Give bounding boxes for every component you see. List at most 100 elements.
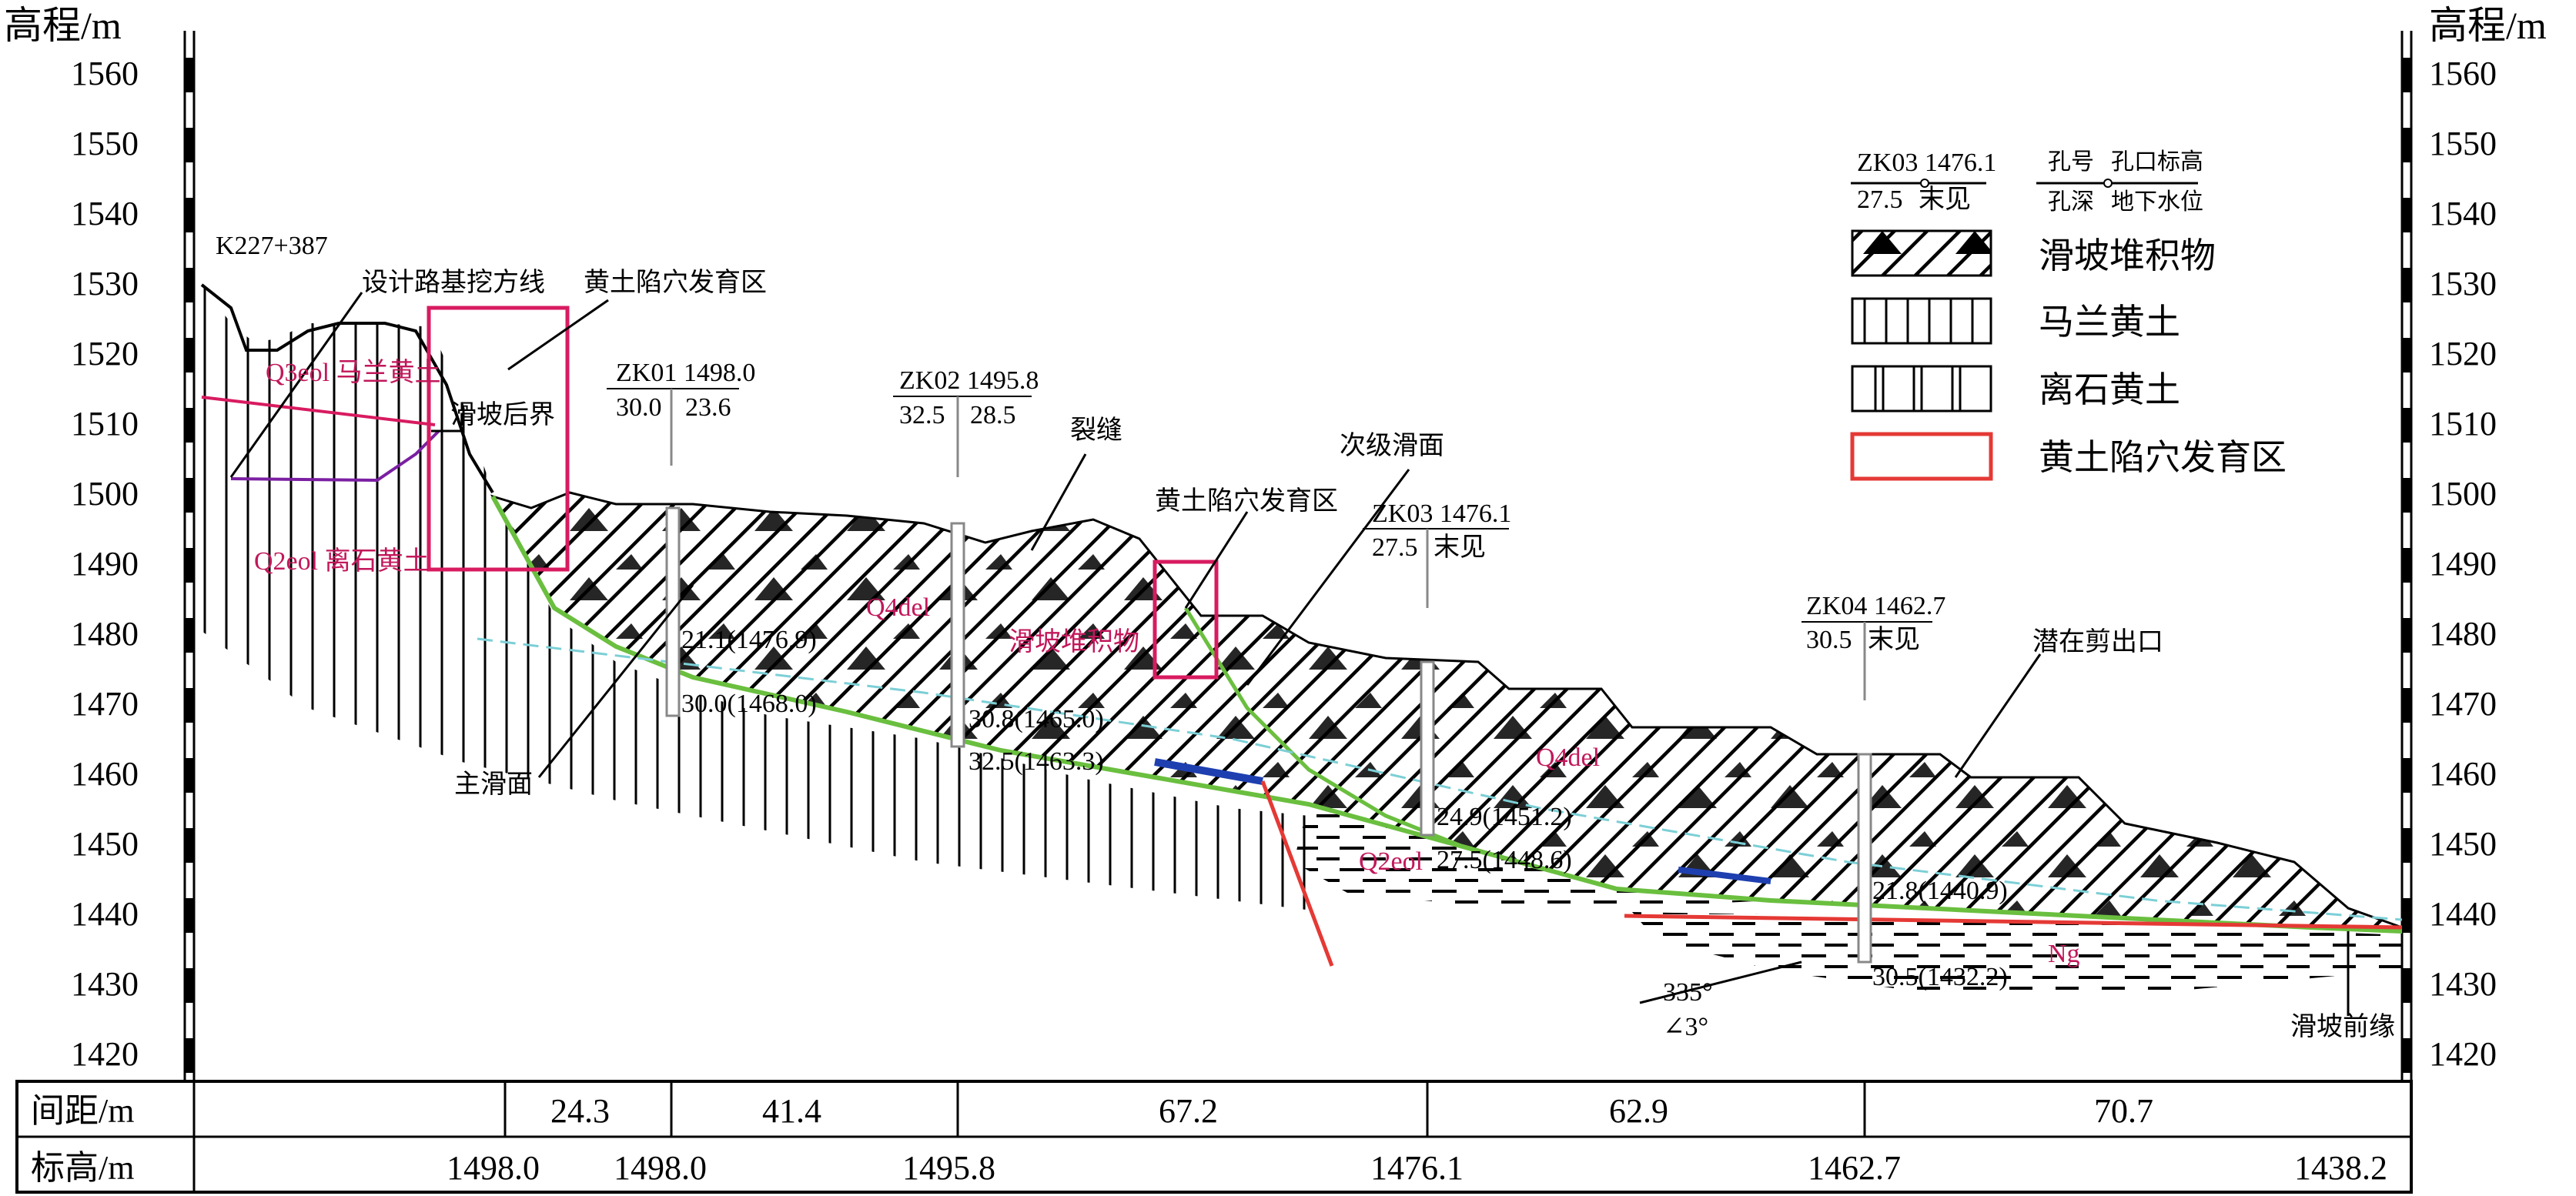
elevation-1: 1498.0 <box>614 1149 707 1187</box>
blue-arrow <box>1154 758 1263 785</box>
right-axis: 1560 1550 1540 1530 1520 1510 1500 1490 1480 1470… <box>2400 31 2497 1081</box>
left-axis: 1560 1550 1540 1530 1520 1510 1500 1490 1480 1470… <box>71 31 196 1081</box>
legend-key-top: ZK03 1476.1 <box>1857 149 1996 177</box>
toe-label: 滑坡前缘 <box>2290 1012 2395 1041</box>
left-axis-title: 高程/m <box>4 4 122 47</box>
left-tick-label: 1500 <box>71 475 139 513</box>
sinkhole-zone-top-label: 黄土陷穴发育区 <box>584 268 767 297</box>
left-tick-mark <box>185 898 194 933</box>
sinkhole-zone-box-mid <box>1153 560 1219 680</box>
blue-arrow-2 <box>1678 867 1771 884</box>
zk04-marker-1: 21.8(1440.9) <box>1872 877 2008 905</box>
left-tick-label: 1480 <box>71 615 139 653</box>
right-tick-mark <box>2402 128 2411 162</box>
right-tick-label: 1560 <box>2429 55 2497 92</box>
red-boundary <box>1624 914 2403 930</box>
landslide-back-label: 滑坡后界 <box>450 400 555 429</box>
zk04-marker-2: 30.5(1432.2) <box>1872 963 2008 991</box>
left-tick-mark <box>185 338 194 372</box>
right-tick-label: 1530 <box>2429 265 2497 302</box>
elevation-4: 1462.7 <box>1808 1149 1901 1187</box>
right-tick-mark <box>2402 758 2411 793</box>
row-header-elevation: 标高/m <box>31 1149 134 1187</box>
legend-item-2: 离石黄土 <box>2039 370 2180 409</box>
left-tick-mark <box>185 1038 194 1073</box>
legend-swatch-sinkhole <box>1850 432 1993 481</box>
borehole-zk02: ZK02 1495.8 32.5 28.5 30.8(1465.0) 32.5(… <box>893 366 1104 776</box>
left-tick-mark <box>185 478 194 513</box>
legend-swatch-malan <box>1851 297 1992 345</box>
zk03-depth: 27.5 <box>1372 533 1418 562</box>
right-tick-mark <box>2402 268 2411 302</box>
legend-desc-4: 地下水位 <box>2111 189 2203 215</box>
right-tick-label: 1450 <box>2429 825 2497 863</box>
dip-angle-label: ∠3° <box>1663 1013 1708 1041</box>
zk03-water: 末见 <box>1434 533 1486 562</box>
zk03-marker-1: 24.9(1451.2) <box>1437 803 1572 831</box>
spacing-4: 70.7 <box>2094 1092 2153 1130</box>
zk02-water: 28.5 <box>970 401 1016 429</box>
legend-item-3: 黄土陷穴发育区 <box>2039 438 2287 477</box>
left-tick-label: 1490 <box>71 545 139 583</box>
legend-desc-3: 孔深 <box>2048 189 2094 215</box>
left-tick-label: 1450 <box>71 825 139 863</box>
spacing-1: 41.4 <box>762 1092 821 1130</box>
left-tick-label: 1540 <box>71 195 139 232</box>
station-label: K227+387 <box>216 232 328 260</box>
right-tick-label: 1520 <box>2429 335 2497 372</box>
zk02-id: ZK02 1495.8 <box>899 366 1039 395</box>
malan-boundary <box>201 396 436 426</box>
stratum-ng: Ng <box>2048 940 2080 968</box>
legend-key-depth: 27.5 <box>1857 185 1903 214</box>
zk03-marker-2: 27.5(1448.6) <box>1437 846 1572 874</box>
left-tick-label: 1430 <box>71 965 139 1003</box>
crack-label: 裂缝 <box>1070 416 1122 445</box>
left-tick-label: 1550 <box>71 125 139 162</box>
left-tick-mark <box>185 758 194 793</box>
stratum-lishi: Q2eol 离石黄土 <box>254 546 430 576</box>
right-tick-mark <box>2402 618 2411 653</box>
legend-desc-1: 孔号 <box>2048 149 2094 175</box>
right-axis-title: 高程/m <box>2429 4 2547 47</box>
right-tick-label: 1500 <box>2429 475 2497 513</box>
right-tick-label: 1490 <box>2429 545 2497 583</box>
right-tick-label: 1480 <box>2429 615 2497 653</box>
elevation-3: 1476.1 <box>1370 1149 1464 1187</box>
zk02-marker-1: 30.8(1465.0) <box>969 705 1104 733</box>
left-tick-mark <box>185 128 194 162</box>
left-tick-mark <box>185 198 194 232</box>
right-tick-label: 1550 <box>2429 125 2497 162</box>
zk01-marker-2: 30.0(1468.0) <box>681 690 817 718</box>
secondary-sliding-surface <box>1183 606 1464 849</box>
left-tick-mark <box>185 688 194 723</box>
elevation-5: 1438.2 <box>2294 1149 2387 1187</box>
main-sliding-surface <box>490 495 2403 934</box>
left-tick-label: 1470 <box>71 685 139 723</box>
zk01-id: ZK01 1498.0 <box>616 359 755 387</box>
left-tick-label: 1560 <box>71 55 139 92</box>
right-tick-mark <box>2402 338 2411 372</box>
design-line-label: 设计路基挖方线 <box>362 268 545 297</box>
legend-swatch-lishi <box>1851 365 1992 413</box>
landslide-deposit-triangles <box>493 493 2402 931</box>
borehole-zk03: ZK03 1476.1 27.5 末见 24.9(1451.2) 27.5(14… <box>1363 499 1572 874</box>
secondary-surface-label: 次级滑面 <box>1340 431 1444 460</box>
stratum-del-a: Q4del <box>866 593 930 622</box>
left-tick-label: 1440 <box>71 895 139 933</box>
lower-dashed-layer <box>1293 804 1771 908</box>
red-fault <box>1260 780 1334 967</box>
zk01-depth: 30.0 <box>616 393 662 422</box>
legend-desc-2: 孔口标高 <box>2111 149 2203 175</box>
right-tick-mark <box>2402 688 2411 723</box>
right-tick-mark <box>2402 58 2411 92</box>
left-tick-mark <box>185 968 194 1003</box>
zk02-depth: 32.5 <box>899 401 945 429</box>
left-tick-label: 1510 <box>71 405 139 443</box>
left-tick-label: 1520 <box>71 335 139 372</box>
spacing-2: 67.2 <box>1159 1092 1218 1130</box>
main-surface-label: 主滑面 <box>454 770 533 799</box>
right-tick-mark <box>2402 408 2411 443</box>
zk02-marker-2: 32.5(1463.3) <box>969 747 1104 776</box>
spacing-3: 62.9 <box>1609 1092 1668 1130</box>
water-table <box>477 637 2403 921</box>
